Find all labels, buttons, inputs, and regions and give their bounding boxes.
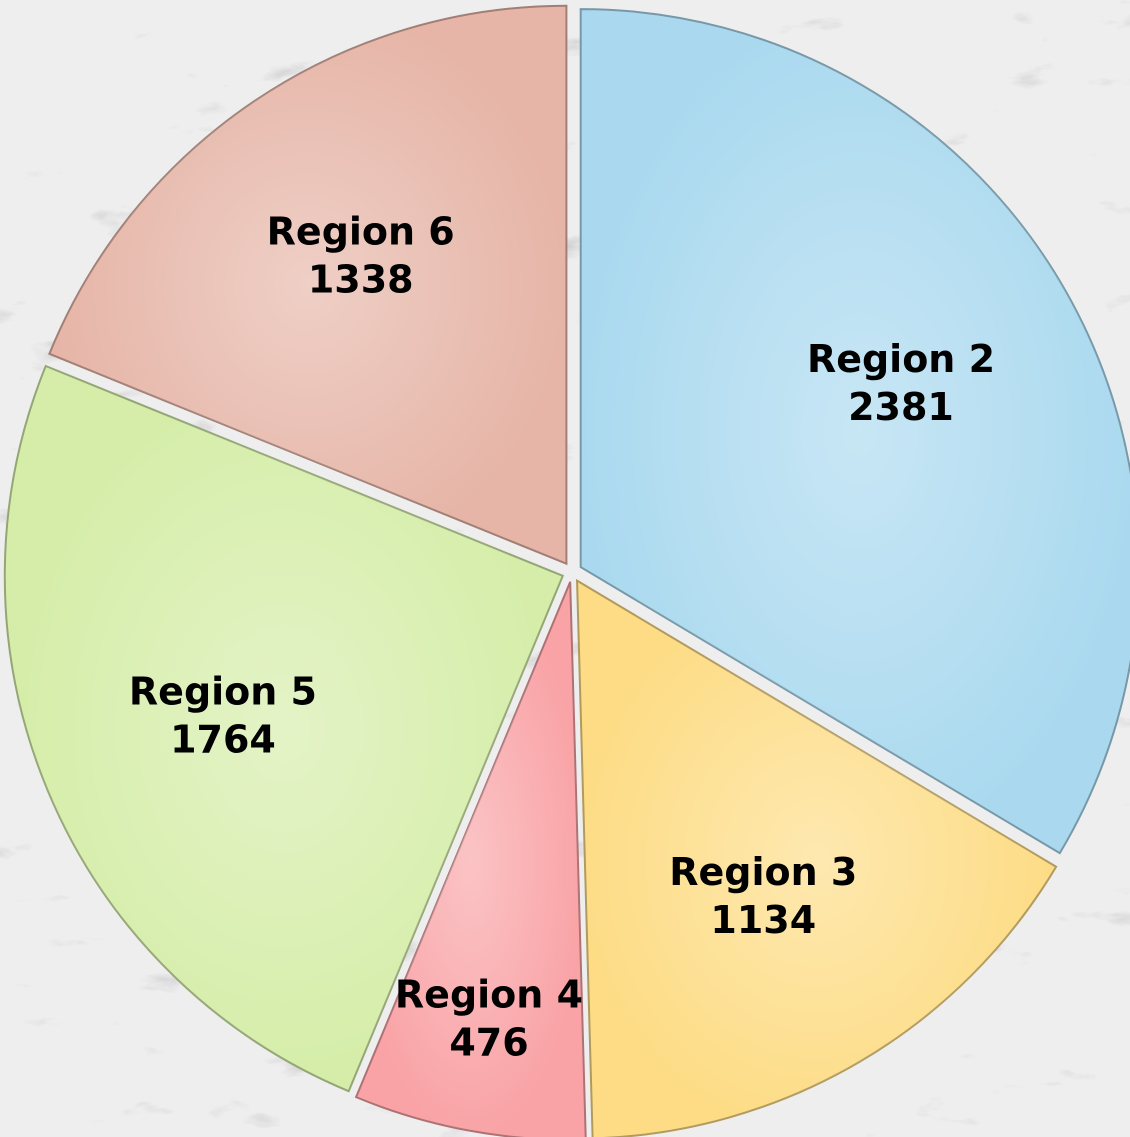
slice-value: 2381 [848, 385, 954, 429]
slice-label: Region 5 [129, 669, 317, 713]
slice-value: 1134 [710, 898, 816, 942]
slice-label: Region 2 [807, 337, 995, 381]
slice-label: Region 4 [395, 972, 583, 1016]
slice-value: 1338 [308, 258, 414, 302]
slice-value: 1764 [170, 717, 276, 761]
slice-label: Region 3 [669, 850, 857, 894]
slice-value: 476 [449, 1020, 528, 1064]
slice-label: Region 6 [267, 210, 455, 254]
